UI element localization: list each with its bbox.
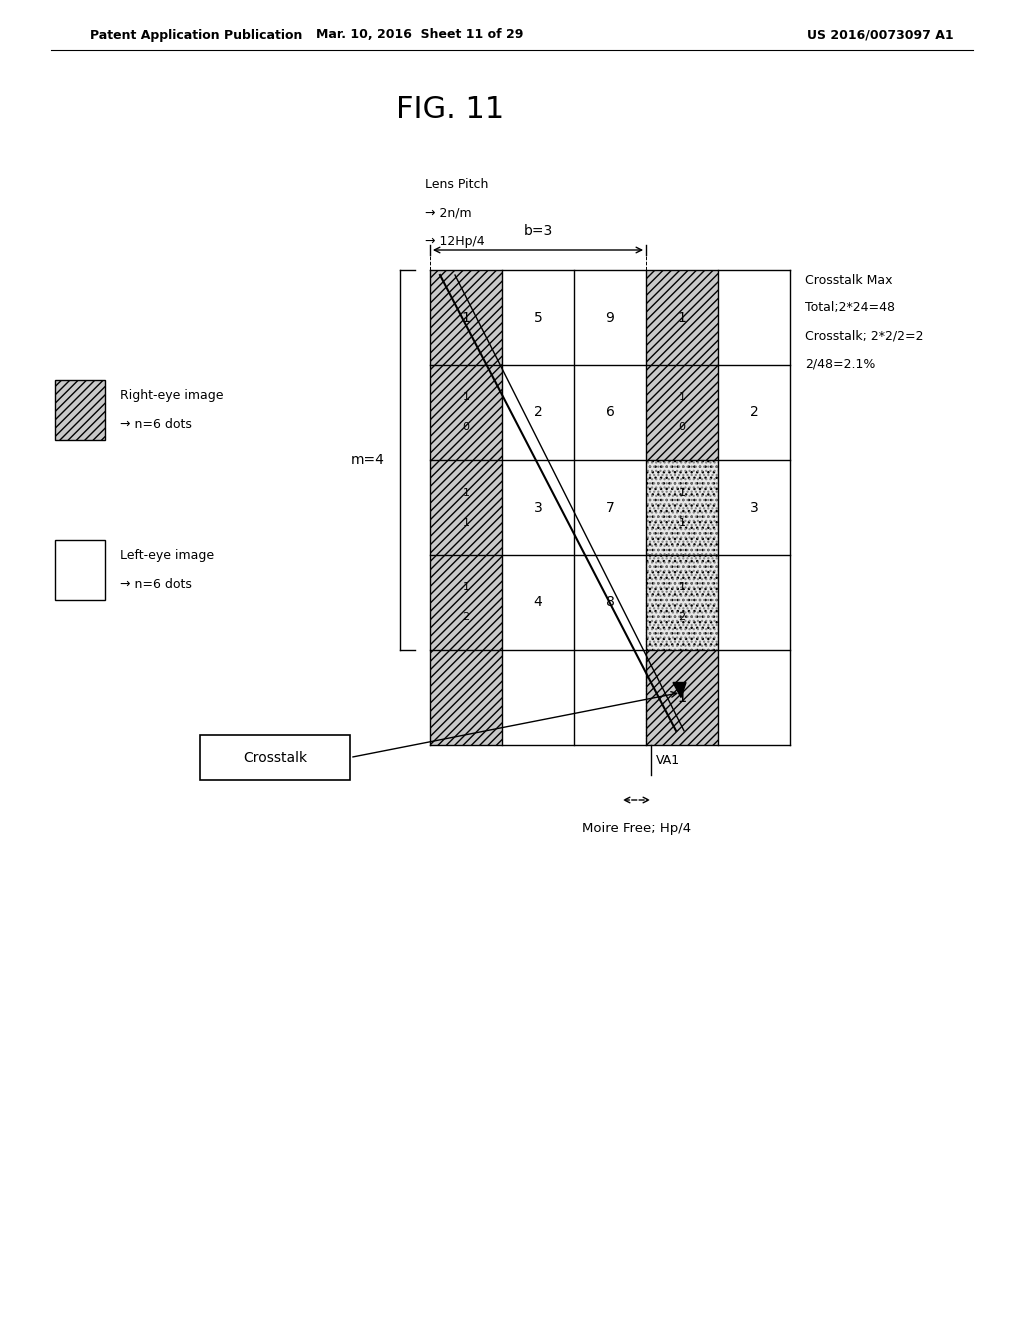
- Text: 2: 2: [534, 405, 543, 420]
- Text: Crosstalk: Crosstalk: [243, 751, 307, 764]
- Bar: [430, 366, 502, 459]
- Text: VA1: VA1: [656, 754, 680, 767]
- Text: 1: 1: [679, 582, 685, 593]
- Text: 1: 1: [463, 487, 469, 498]
- Bar: [646, 554, 718, 649]
- Text: 1: 1: [679, 487, 685, 498]
- Text: 3: 3: [534, 500, 543, 515]
- Text: 1: 1: [679, 392, 685, 403]
- Bar: [430, 649, 502, 744]
- Bar: [430, 366, 502, 459]
- Bar: [430, 271, 502, 366]
- Bar: [646, 459, 718, 554]
- Text: → 2n/m: → 2n/m: [425, 206, 472, 219]
- Text: 1: 1: [679, 517, 685, 528]
- Bar: [646, 459, 718, 554]
- Bar: [430, 271, 502, 366]
- Bar: [430, 649, 502, 744]
- Text: 8: 8: [605, 595, 614, 610]
- Text: Lens Pitch: Lens Pitch: [425, 178, 488, 191]
- Bar: [430, 554, 502, 649]
- Text: 1: 1: [463, 517, 469, 528]
- Bar: [430, 459, 502, 554]
- Bar: [55, 540, 105, 601]
- Text: Right-eye image: Right-eye image: [120, 388, 223, 401]
- Text: 7: 7: [605, 500, 614, 515]
- Bar: [646, 649, 718, 744]
- Text: Left-eye image: Left-eye image: [120, 549, 214, 561]
- Text: 1: 1: [678, 690, 686, 705]
- Text: Crosstalk; 2*2/2=2: Crosstalk; 2*2/2=2: [805, 330, 924, 342]
- Text: 1: 1: [678, 310, 686, 325]
- Bar: [646, 271, 718, 366]
- Text: 1: 1: [678, 690, 686, 705]
- Text: 1: 1: [463, 392, 469, 403]
- Text: Total;2*24=48: Total;2*24=48: [805, 301, 895, 314]
- Text: Mar. 10, 2016  Sheet 11 of 29: Mar. 10, 2016 Sheet 11 of 29: [316, 29, 523, 41]
- Polygon shape: [673, 682, 686, 697]
- Text: 9: 9: [605, 310, 614, 325]
- Bar: [646, 554, 718, 649]
- Text: 2: 2: [750, 405, 759, 420]
- Text: 4: 4: [534, 595, 543, 610]
- Text: → 12Hp/4: → 12Hp/4: [425, 235, 484, 248]
- Text: 0: 0: [463, 422, 469, 433]
- Bar: [646, 649, 718, 744]
- Text: → n=6 dots: → n=6 dots: [120, 578, 191, 591]
- Text: 6: 6: [605, 405, 614, 420]
- Bar: [200, 735, 350, 780]
- Text: FIG. 11: FIG. 11: [396, 95, 504, 124]
- Text: Moire Free; Hp/4: Moire Free; Hp/4: [582, 822, 691, 836]
- Text: 3: 3: [750, 500, 759, 515]
- Bar: [430, 554, 502, 649]
- Bar: [646, 554, 718, 649]
- Text: US 2016/0073097 A1: US 2016/0073097 A1: [807, 29, 953, 41]
- Text: Patent Application Publication: Patent Application Publication: [90, 29, 302, 41]
- Text: → n=6 dots: → n=6 dots: [120, 418, 191, 432]
- Text: 5: 5: [534, 310, 543, 325]
- Bar: [55, 380, 105, 440]
- Bar: [646, 459, 718, 554]
- Text: b=3: b=3: [523, 224, 553, 238]
- Bar: [646, 554, 718, 649]
- Bar: [646, 459, 718, 554]
- Text: 1: 1: [463, 582, 469, 593]
- Text: Crosstalk Max: Crosstalk Max: [805, 273, 893, 286]
- Bar: [646, 366, 718, 459]
- Text: 2: 2: [463, 612, 470, 623]
- Text: 2: 2: [679, 612, 685, 623]
- Text: 2/48=2.1%: 2/48=2.1%: [805, 358, 876, 371]
- Text: 0: 0: [679, 422, 685, 433]
- Text: m=4: m=4: [351, 453, 385, 467]
- Bar: [646, 366, 718, 459]
- Bar: [430, 459, 502, 554]
- Bar: [646, 271, 718, 366]
- Text: 1: 1: [462, 310, 470, 325]
